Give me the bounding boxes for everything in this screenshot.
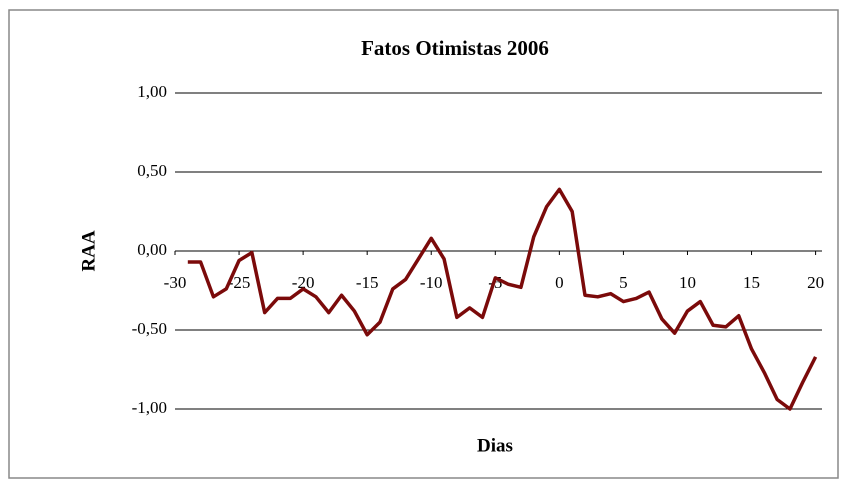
chart-title: Fatos Otimistas 2006 [361,36,549,60]
line-series [187,187,818,411]
chart-border [8,9,839,479]
y-tick-label: -0,50 [132,319,167,338]
x-tick-label: -20 [292,273,315,292]
x-tick-label: -15 [356,273,379,292]
x-tick-label: 0 [555,273,564,292]
y-axis-label: RAA [78,230,99,271]
y-tick-label: 1,00 [137,82,167,101]
x-tick-label: 20 [807,273,824,292]
x-tick-label: -25 [228,273,251,292]
x-tick-label: 5 [619,273,628,292]
y-tick-label: 0,00 [137,240,167,259]
y-tick-label: -1,00 [132,398,167,417]
y-tick-label: 0,50 [137,161,167,180]
x-tick-label: 10 [679,273,696,292]
x-tick-label: 15 [743,273,760,292]
x-axis-label: Dias [477,435,513,456]
x-tick-label: -10 [420,273,443,292]
x-tick-label: -30 [164,273,187,292]
